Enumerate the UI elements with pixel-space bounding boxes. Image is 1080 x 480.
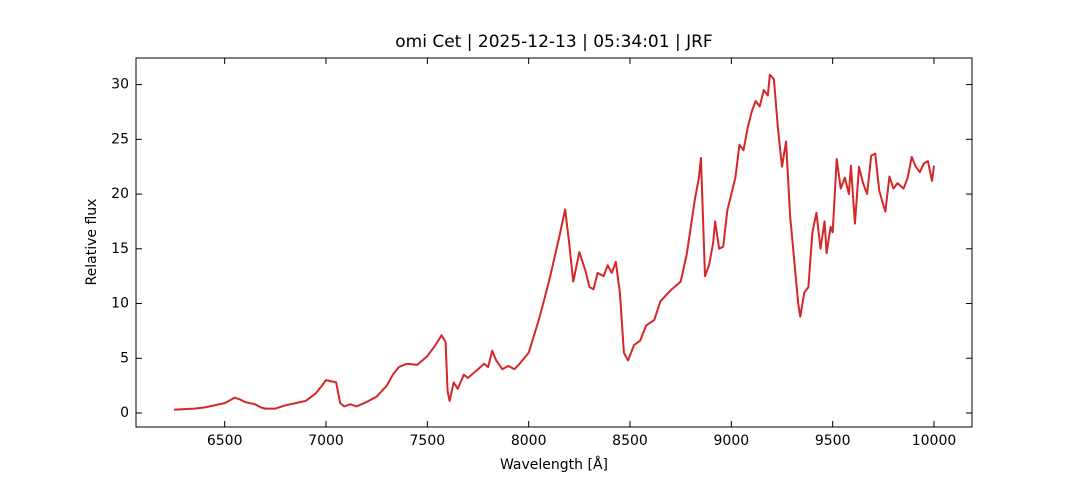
plot-frame xyxy=(135,57,973,428)
x-axis-label: Wavelength [Å] xyxy=(500,456,608,473)
x-tick-label: 6500 xyxy=(207,433,243,449)
y-axis-label: Relative flux xyxy=(84,199,100,286)
x-tick-label: 7000 xyxy=(308,433,344,449)
y-tick-label: 25 xyxy=(111,131,129,147)
data-line xyxy=(173,73,935,411)
y-tick-label: 20 xyxy=(111,186,129,202)
y-tick-label: 0 xyxy=(120,405,129,421)
x-tick-label: 8000 xyxy=(511,433,547,449)
x-tick-label: 9000 xyxy=(714,433,750,449)
y-tick-label: 30 xyxy=(111,77,129,93)
x-tick-label: 10000 xyxy=(912,433,957,449)
x-tick-label: 8500 xyxy=(612,433,648,449)
y-tick-label: 5 xyxy=(120,350,129,366)
y-tick-label: 15 xyxy=(111,241,129,257)
x-tick-label: 7500 xyxy=(410,433,446,449)
chart-title: omi Cet | 2025-12-13 | 05:34:01 | JRF xyxy=(395,32,712,52)
y-tick-label: 10 xyxy=(111,296,129,312)
x-tick-label: 9500 xyxy=(815,433,851,449)
